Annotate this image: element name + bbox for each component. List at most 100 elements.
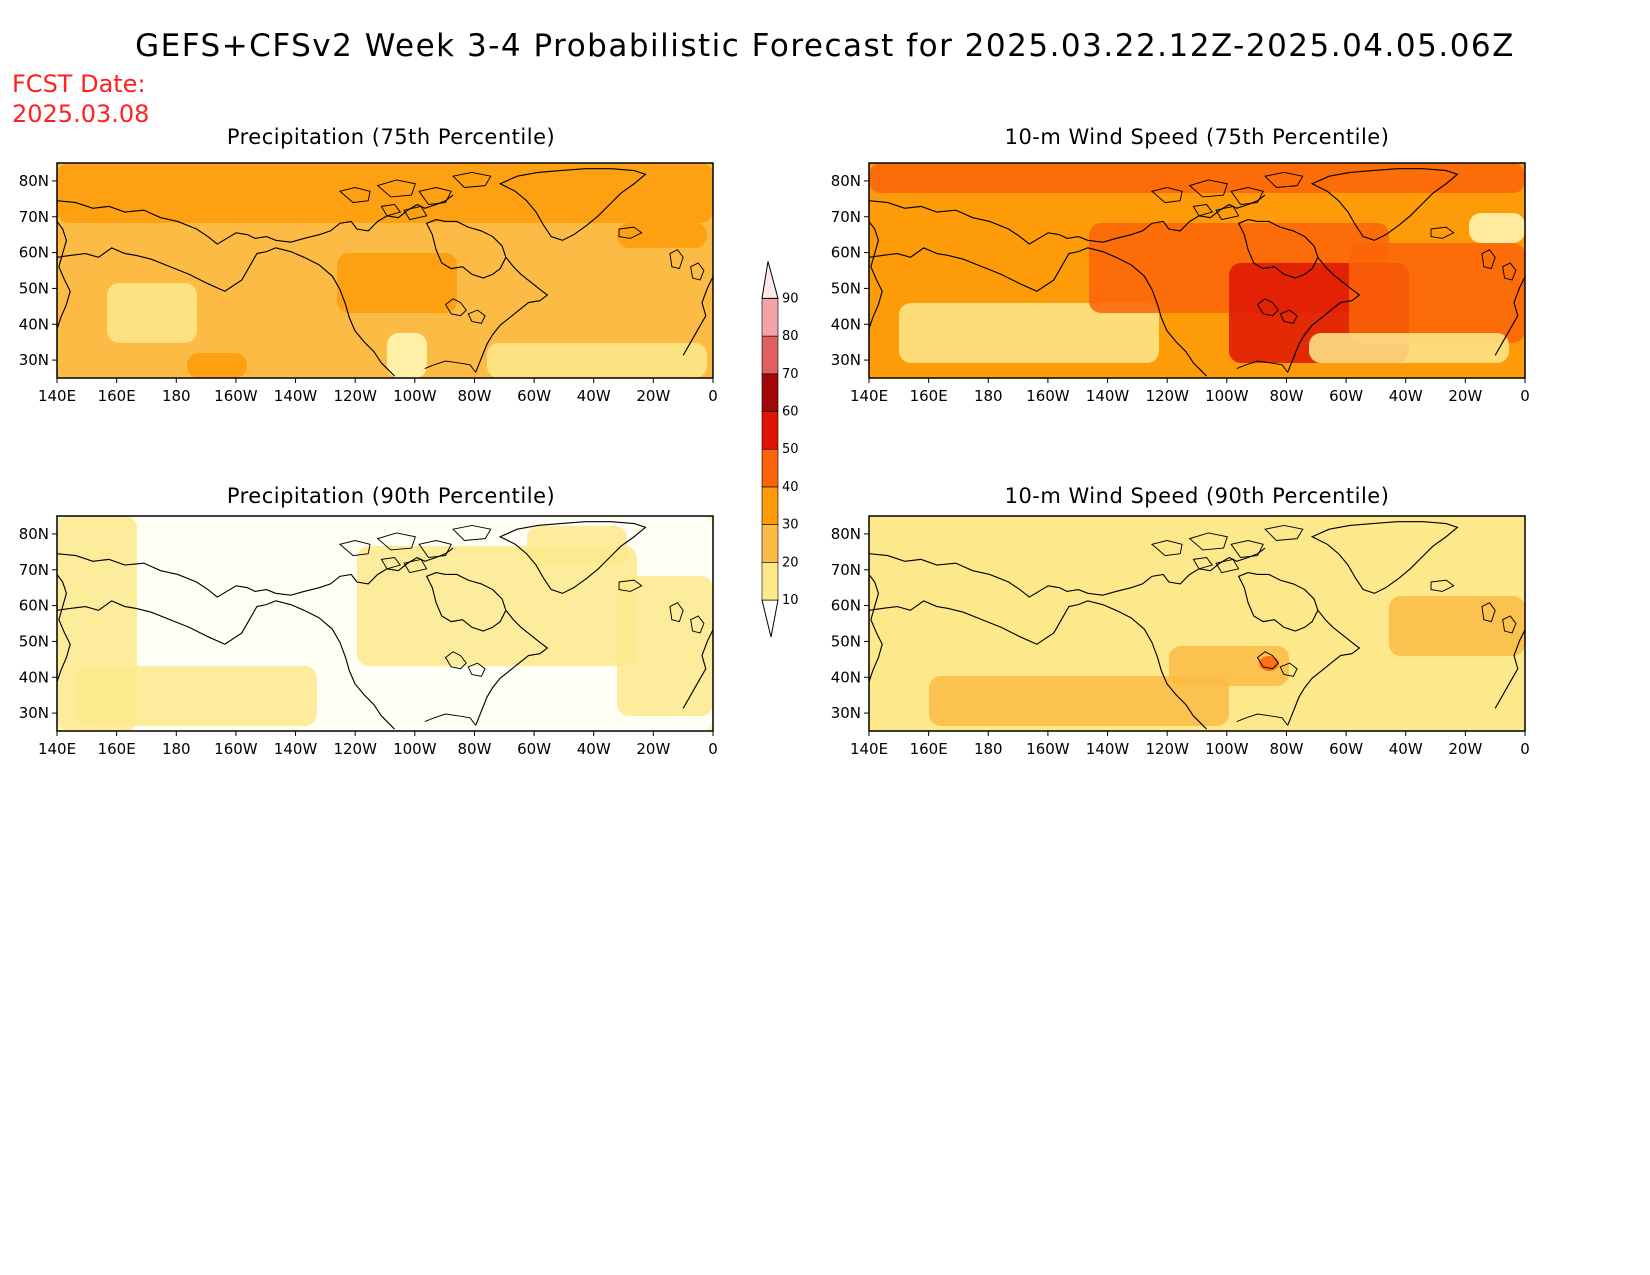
lat-tick-label: 40N (19, 315, 49, 333)
lon-tick-label: 100W (1205, 387, 1249, 405)
shaded-region (1469, 213, 1525, 243)
colorbar-segment (761, 486, 779, 525)
lat-tick-label: 60N (19, 244, 49, 262)
lon-tick-label: 60W (1329, 740, 1363, 758)
colorbar-upper-triangle (761, 261, 779, 299)
lat-tick-label: 70N (19, 561, 49, 579)
colorbar-label: 70 (782, 367, 799, 382)
lon-tick-label: 60W (517, 740, 551, 758)
lat-tick-label: 50N (19, 632, 49, 650)
colorbar-segment (761, 524, 779, 563)
lat-tick-label: 80N (831, 172, 861, 190)
shaded-region (869, 163, 1525, 193)
lat-tick-label: 60N (831, 597, 861, 615)
panel-frame (868, 162, 1526, 379)
lon-tick-label: 0 (1520, 387, 1530, 405)
lon-tick-label: 100W (393, 740, 437, 758)
lon-tick-label: 120W (333, 740, 377, 758)
shaded-region (1349, 243, 1525, 343)
shaded-region (899, 303, 1159, 363)
lat-tick-label: 70N (831, 208, 861, 226)
lon-tick-label: 180 (974, 740, 1003, 758)
panel-title: Precipitation (75th Percentile) (227, 125, 555, 149)
panel-wind-90 (868, 515, 1526, 732)
lon-tick-label: 0 (1520, 740, 1530, 758)
lat-tick-label: 60N (831, 244, 861, 262)
lat-tick-label: 80N (19, 172, 49, 190)
lon-tick-label: 100W (1205, 740, 1249, 758)
panel-precip-90 (56, 515, 714, 732)
colorbar-label: 90 (782, 291, 799, 306)
colorbar-label: 80 (782, 329, 799, 344)
lon-tick-label: 140E (38, 740, 76, 758)
lat-tick-label: 40N (831, 315, 861, 333)
panel-frame (56, 515, 714, 732)
colorbar-segment (761, 561, 779, 601)
colorbar-lower-triangle (761, 599, 779, 638)
shaded-region (1389, 596, 1525, 656)
shaded-region (929, 676, 1229, 726)
lon-tick-label: 140W (1086, 740, 1130, 758)
lat-tick-label: 70N (19, 208, 49, 226)
lat-tick-label: 80N (831, 525, 861, 543)
lon-tick-label: 120W (1145, 387, 1189, 405)
panel-frame (56, 162, 714, 379)
lon-tick-label: 40W (577, 740, 611, 758)
panel-wind-75 (868, 162, 1526, 379)
lon-tick-label: 160W (1026, 740, 1070, 758)
lon-tick-label: 40W (577, 387, 611, 405)
shaded-region (1259, 656, 1279, 671)
lon-tick-label: 120W (333, 387, 377, 405)
lat-tick-label: 70N (831, 561, 861, 579)
shaded-region (387, 333, 427, 378)
lon-tick-label: 180 (162, 387, 191, 405)
colorbar-segment (761, 298, 779, 337)
shaded-region (527, 526, 627, 566)
lon-tick-label: 80W (457, 740, 491, 758)
lon-tick-label: 80W (457, 387, 491, 405)
lat-tick-label: 30N (831, 351, 861, 369)
colorbar-segment (761, 373, 779, 412)
colorbar-label: 10 (782, 593, 799, 608)
lon-tick-label: 100W (393, 387, 437, 405)
lon-tick-label: 140E (38, 387, 76, 405)
lon-tick-label: 160E (910, 387, 948, 405)
lon-tick-label: 0 (708, 387, 718, 405)
lon-tick-label: 180 (162, 740, 191, 758)
lat-tick-label: 50N (19, 279, 49, 297)
forecast-date-value: 2025.03.08 (12, 100, 150, 128)
lat-tick-label: 50N (831, 632, 861, 650)
lat-tick-label: 50N (831, 279, 861, 297)
lon-tick-label: 20W (1448, 740, 1482, 758)
lat-tick-label: 30N (831, 704, 861, 722)
panel-precip-75 (56, 162, 714, 379)
colorbar-label: 40 (782, 480, 799, 495)
lon-tick-label: 140W (274, 387, 318, 405)
colorbar: 10 20 30 40 50 60 70 80 90 (761, 261, 799, 638)
lon-tick-label: 160E (98, 740, 136, 758)
shaded-region (1309, 333, 1509, 363)
lon-tick-label: 20W (636, 387, 670, 405)
axis-ticks: 140E 160E 180 160W 140W 120W 100W 80W 60W 40W 20W 0… (19, 172, 1530, 758)
lon-tick-label: 160W (214, 387, 258, 405)
lon-tick-label: 160E (98, 387, 136, 405)
panel-title: 10-m Wind Speed (90th Percentile) (1005, 484, 1390, 508)
lon-tick-label: 40W (1389, 387, 1423, 405)
shaded-region (187, 353, 247, 378)
lat-tick-label: 40N (831, 668, 861, 686)
lon-tick-label: 140W (1086, 387, 1130, 405)
lat-tick-label: 40N (19, 668, 49, 686)
lat-tick-label: 30N (19, 704, 49, 722)
shaded-region (77, 666, 317, 726)
lon-tick-label: 140E (850, 740, 888, 758)
lat-tick-label: 30N (19, 351, 49, 369)
lon-tick-label: 60W (517, 387, 551, 405)
lon-tick-label: 60W (1329, 387, 1363, 405)
shaded-region (617, 576, 713, 716)
lon-tick-label: 160W (1026, 387, 1070, 405)
shaded-region (57, 163, 713, 223)
figure-title: GEFS+CFSv2 Week 3-4 Probabilistic Foreca… (135, 28, 1515, 64)
shaded-region (337, 253, 457, 313)
panel-title: 10-m Wind Speed (75th Percentile) (1005, 125, 1390, 149)
